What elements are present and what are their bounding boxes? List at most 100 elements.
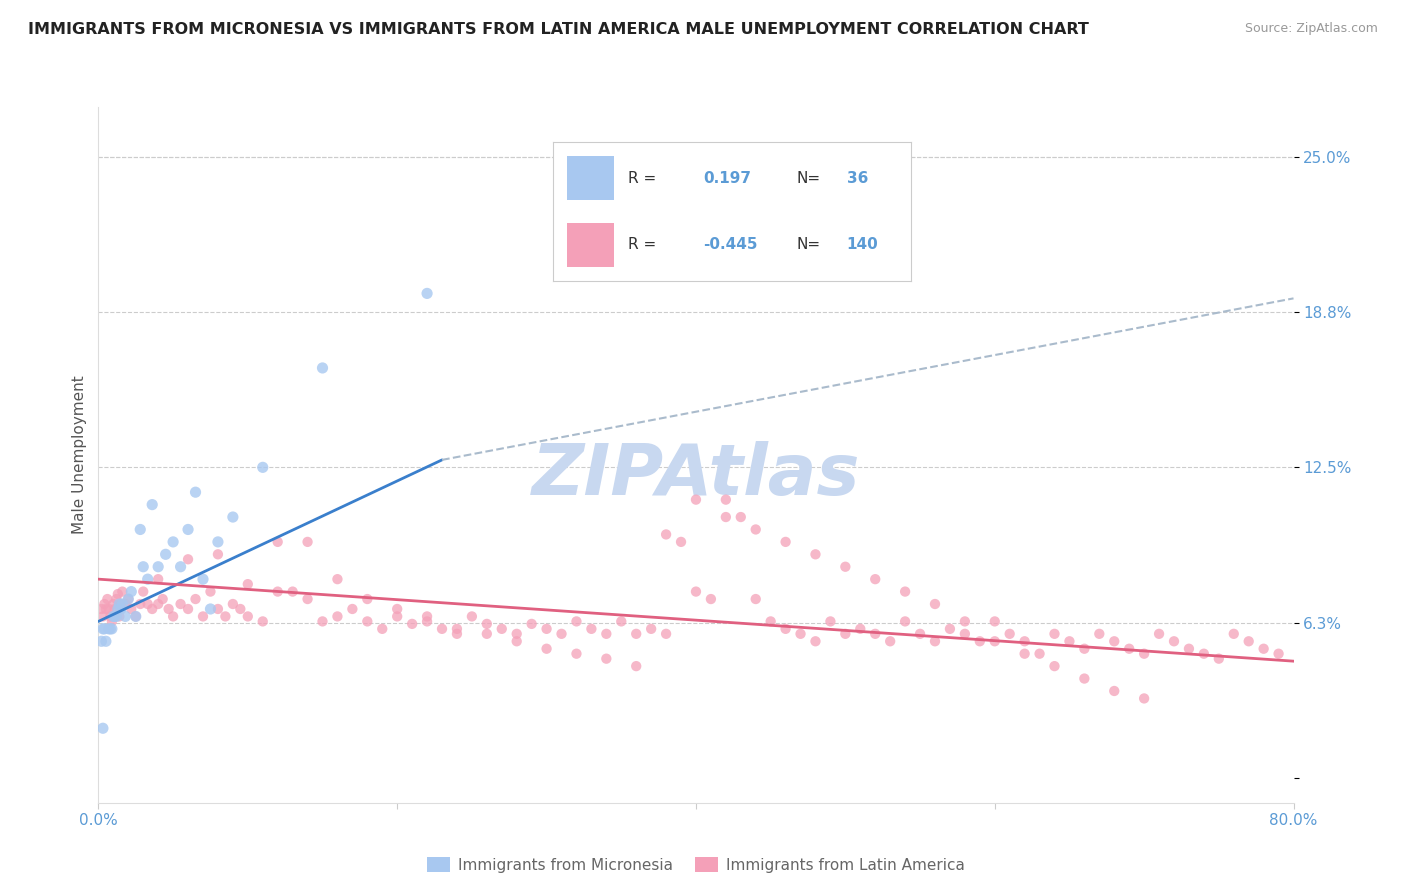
FancyBboxPatch shape: [567, 222, 613, 267]
Point: [222, 597, 245, 611]
Text: R =: R =: [628, 170, 657, 186]
Point: [849, 622, 872, 636]
Point: [104, 602, 127, 616]
Point: [297, 592, 319, 607]
Point: [714, 492, 737, 507]
Point: [804, 547, 827, 561]
Point: [120, 602, 142, 616]
Point: [93, 597, 115, 611]
Point: [998, 627, 1021, 641]
Text: N=: N=: [796, 237, 821, 252]
Point: [446, 627, 468, 641]
Point: [117, 592, 139, 607]
Point: [252, 460, 274, 475]
Point: [1059, 634, 1081, 648]
Point: [865, 572, 887, 586]
Point: [214, 609, 236, 624]
Point: [745, 592, 768, 607]
Point: [1237, 634, 1260, 648]
Point: [169, 559, 191, 574]
Point: [640, 622, 662, 636]
Point: [110, 597, 132, 611]
Point: [491, 622, 513, 636]
Point: [105, 592, 128, 607]
FancyBboxPatch shape: [567, 156, 613, 201]
Point: [1073, 641, 1095, 656]
Point: [162, 534, 184, 549]
Point: [108, 597, 131, 611]
Point: [908, 627, 931, 641]
Text: 36: 36: [846, 170, 868, 186]
Point: [91, 721, 114, 735]
Point: [97, 622, 120, 636]
Point: [1104, 684, 1126, 698]
Point: [371, 622, 394, 636]
Point: [107, 602, 129, 616]
Point: [110, 602, 132, 616]
Point: [141, 498, 163, 512]
Y-axis label: Male Unemployment: Male Unemployment: [72, 376, 87, 534]
Point: [114, 597, 136, 611]
Point: [129, 597, 152, 611]
Point: [148, 572, 170, 586]
Point: [461, 609, 484, 624]
Point: [1104, 634, 1126, 648]
Point: [94, 634, 117, 648]
Point: [107, 587, 129, 601]
Point: [1267, 647, 1289, 661]
Point: [385, 609, 409, 624]
Point: [924, 634, 946, 648]
Point: [624, 627, 647, 641]
Point: [98, 609, 122, 624]
Point: [184, 485, 207, 500]
Point: [103, 609, 125, 624]
Point: [105, 609, 128, 624]
Point: [1163, 634, 1185, 648]
Point: [191, 609, 214, 624]
Point: [342, 602, 364, 616]
Point: [1208, 651, 1230, 665]
Point: [97, 602, 120, 616]
Point: [117, 592, 139, 607]
Point: [114, 609, 136, 624]
Point: [775, 622, 797, 636]
Text: 0.197: 0.197: [703, 170, 751, 186]
Text: Source: ZipAtlas.com: Source: ZipAtlas.com: [1244, 22, 1378, 36]
Point: [356, 615, 378, 629]
Point: [834, 627, 856, 641]
Point: [789, 627, 811, 641]
Point: [132, 559, 155, 574]
Point: [103, 597, 125, 611]
Point: [326, 609, 349, 624]
Text: ZIPAtlas: ZIPAtlas: [531, 442, 860, 510]
Point: [1223, 627, 1246, 641]
Point: [624, 659, 647, 673]
Point: [98, 622, 122, 636]
Text: IMMIGRANTS FROM MICRONESIA VS IMMIGRANTS FROM LATIN AMERICA MALE UNEMPLOYMENT CO: IMMIGRANTS FROM MICRONESIA VS IMMIGRANTS…: [28, 22, 1090, 37]
Point: [1133, 647, 1156, 661]
Point: [475, 627, 498, 641]
Point: [655, 627, 678, 641]
Point: [506, 634, 529, 648]
Point: [152, 592, 174, 607]
Point: [111, 584, 134, 599]
Point: [177, 552, 200, 566]
Point: [416, 615, 439, 629]
Point: [745, 523, 768, 537]
Point: [94, 602, 117, 616]
Point: [132, 584, 155, 599]
Point: [1088, 627, 1111, 641]
Point: [685, 492, 707, 507]
Point: [730, 510, 752, 524]
Text: 140: 140: [846, 237, 879, 252]
Point: [96, 592, 118, 607]
Point: [90, 602, 112, 616]
Point: [207, 602, 229, 616]
Point: [700, 592, 723, 607]
Point: [804, 634, 827, 648]
Point: [536, 622, 558, 636]
Point: [416, 609, 439, 624]
Point: [200, 584, 222, 599]
Point: [1147, 627, 1170, 641]
Point: [1043, 627, 1066, 641]
